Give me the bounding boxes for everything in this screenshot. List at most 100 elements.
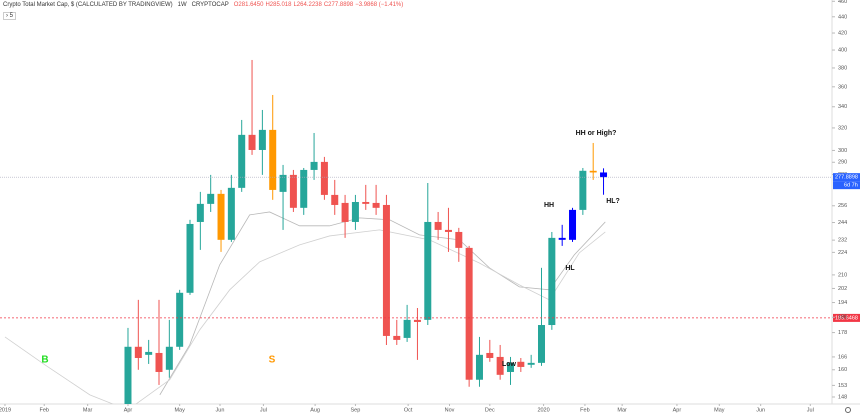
- candle-body: [517, 361, 525, 367]
- candle-body: [455, 231, 463, 248]
- exchange: CRYPTOCAP: [191, 2, 229, 8]
- candle-body: [145, 351, 153, 355]
- candle-body: [279, 174, 287, 192]
- price-axis-bg: [832, 0, 860, 415]
- candle-body: [217, 193, 225, 240]
- candle-body: [569, 209, 577, 240]
- candle-body: [434, 221, 442, 230]
- candle-body: [300, 169, 308, 208]
- x-tick-label: Apr: [673, 407, 682, 413]
- candle-body: [548, 237, 556, 326]
- candle-body: [238, 134, 246, 188]
- moving-average: [159, 211, 606, 396]
- x-tick-label: Jul: [807, 407, 814, 413]
- candle-body: [558, 237, 566, 240]
- interval[interactable]: 1W: [177, 2, 187, 8]
- x-tick-label: Apr: [124, 407, 133, 413]
- candle-body: [186, 223, 194, 293]
- change: −3.9868 (−1.41%): [355, 2, 404, 8]
- candle-body: [196, 203, 204, 222]
- indicator-toggle[interactable]: › 5: [3, 12, 17, 20]
- y-tick-label: 256: [838, 203, 847, 209]
- candle-body: [331, 194, 339, 205]
- indicator-count: 5: [9, 13, 14, 19]
- x-tick-label: Oct: [404, 407, 413, 413]
- y-tick-label: 202: [838, 286, 847, 292]
- x-tick-label: Aug: [310, 407, 320, 413]
- candle-body: [579, 170, 587, 210]
- candle-body: [124, 346, 132, 404]
- x-tick-label: May: [174, 407, 185, 413]
- last-price-label: 277.8898: [835, 175, 858, 181]
- candle-body: [424, 221, 432, 320]
- candle-body: [289, 174, 297, 208]
- annotation: HL?: [606, 198, 620, 205]
- x-tick-label: Mar: [617, 407, 627, 413]
- x-tick-label: 2019: [0, 407, 11, 413]
- candle-body: [320, 161, 328, 195]
- y-tick-label: 153: [838, 383, 847, 389]
- y-tick-label: 178: [838, 330, 847, 336]
- last-price-tag: [833, 173, 860, 182]
- candle-body: [486, 352, 494, 358]
- candle-body: [393, 335, 401, 340]
- y-tick-label: 224: [838, 250, 847, 256]
- x-tick-label: Jun: [216, 407, 225, 413]
- annotation: HH or High?: [576, 130, 617, 137]
- x-tick-label: Sep: [351, 407, 361, 413]
- candle-body: [248, 134, 256, 150]
- candle-body: [165, 346, 173, 370]
- candle-body: [465, 247, 473, 380]
- y-tick-label: 320: [838, 125, 847, 131]
- x-tick-label: Mar: [83, 407, 93, 413]
- y-tick-label: 166: [838, 354, 847, 360]
- settings-icon[interactable]: [845, 407, 851, 413]
- candle-body: [176, 292, 184, 347]
- moving-average: [4, 229, 606, 404]
- candle-body: [475, 354, 483, 380]
- plot-area: [4, 59, 608, 404]
- y-tick-label: 420: [838, 30, 847, 36]
- candle-body: [269, 129, 277, 190]
- hline-tag-label: 185.6468: [835, 315, 858, 321]
- candle-body: [600, 172, 608, 178]
- ohlc-high: H285.018: [265, 2, 292, 8]
- candle-body: [589, 170, 597, 173]
- y-tick-label: 360: [838, 84, 847, 90]
- candle-body: [382, 204, 390, 336]
- candle-body: [403, 319, 411, 338]
- ohlc-open: O281.6450: [233, 2, 264, 8]
- y-tick-label: 244: [838, 220, 847, 226]
- candle-body: [538, 325, 546, 363]
- candle-body: [413, 319, 421, 322]
- x-tick-label: Jul: [260, 407, 267, 413]
- candle-body: [207, 193, 215, 204]
- x-tick-label: Nov: [445, 407, 455, 413]
- candle-body: [444, 229, 452, 232]
- y-tick-label: 148: [838, 394, 847, 400]
- y-tick-label: 210: [838, 272, 847, 278]
- y-tick-label: 440: [838, 14, 847, 20]
- x-tick-label: Dec: [485, 407, 495, 413]
- y-tick-label: 340: [838, 104, 847, 110]
- candle-body: [351, 201, 359, 222]
- candle-body: [227, 187, 235, 240]
- candle-body: [506, 362, 514, 372]
- x-tick-label: May: [714, 407, 725, 413]
- annotation: B: [41, 355, 48, 366]
- y-tick-label: 186: [838, 315, 847, 321]
- ohlc-close: C277.8898: [323, 2, 354, 8]
- symbol-title: Crypto Total Market Cap, $ (CALCULATED B…: [3, 2, 173, 8]
- annotation: Low: [502, 361, 517, 368]
- countdown-label: 6d 7h: [844, 183, 858, 189]
- candle-body: [496, 356, 504, 375]
- y-tick-label: 232: [838, 238, 847, 244]
- candle-body: [362, 201, 370, 204]
- x-tick-label: 2020: [537, 407, 549, 413]
- ohlc-low: L264.2238: [293, 2, 322, 8]
- x-tick-label: Feb: [580, 407, 589, 413]
- y-tick-label: 160: [838, 367, 847, 373]
- countdown-tag: [833, 181, 860, 190]
